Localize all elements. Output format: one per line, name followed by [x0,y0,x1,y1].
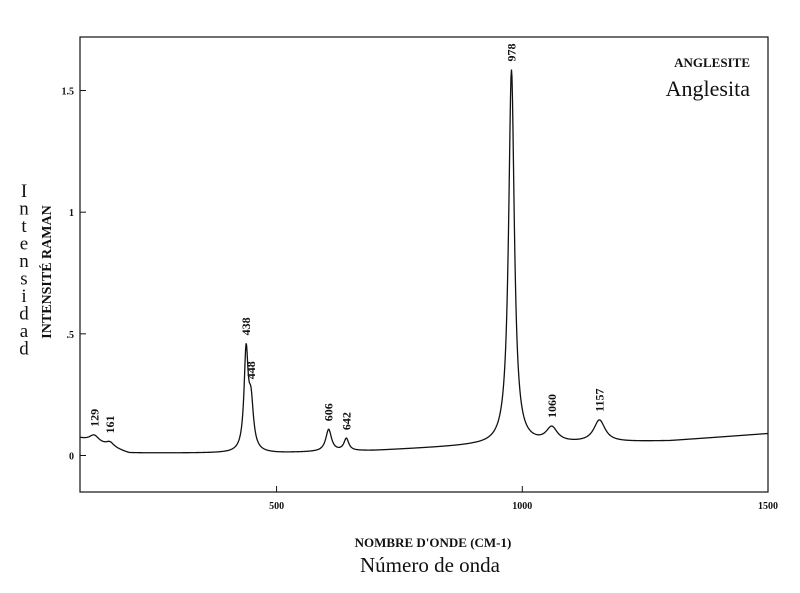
y-tick-label: 1.5 [62,87,75,98]
peak-labels: 129 161 438 448 606 642 978 1060 1157 [87,44,606,434]
x-tick-label: 1500 [758,501,778,512]
y-axis-label-secondary-char: s [20,269,27,290]
x-axis-label-secondary: Número de onda [360,553,501,577]
y-axis-label: INTENSITÉ RAMAN [38,205,55,338]
peak-label: 161 [103,416,117,434]
y-axis-label-secondary-char: i [21,286,26,307]
y-axis-label-secondary-char: a [20,321,29,342]
peak-label: 129 [87,409,101,427]
y-tick-label: .5 [67,330,75,341]
chart-title: ANGLESITE [674,55,750,70]
y-axis-label-secondary-char: e [20,234,28,255]
chart-subtitle: Anglesita [666,76,751,101]
peak-label: 1157 [592,389,606,412]
y-axis-ticks: 0 .5 1 1.5 [62,87,86,463]
x-tick-label: 500 [269,501,284,512]
x-axis-label: NOMBRE D'ONDE (CM-1) [355,535,512,550]
y-tick-label: 0 [69,452,74,463]
peak-label: 978 [505,44,519,62]
peak-label: 1060 [545,394,559,418]
y-axis-label-secondary-char: I [21,181,27,202]
y-tick-label: 1 [69,208,74,219]
spectrum-line [79,69,769,454]
peak-label: 606 [322,403,336,421]
peak-label: 448 [244,361,258,379]
plot-frame [79,36,769,493]
y-axis-label-secondary-char: n [19,199,29,220]
y-axis-label-secondary-char: d [19,339,29,360]
y-axis-label-secondary-char: d [19,304,29,325]
y-axis-label-secondary-char: t [21,216,27,237]
peak-label: 438 [239,317,253,335]
y-axis-label-secondary-char: n [19,251,29,272]
x-tick-label: 1000 [512,501,532,512]
peak-label: 642 [339,412,353,430]
x-axis-ticks: 500 1000 1500 [269,486,778,512]
